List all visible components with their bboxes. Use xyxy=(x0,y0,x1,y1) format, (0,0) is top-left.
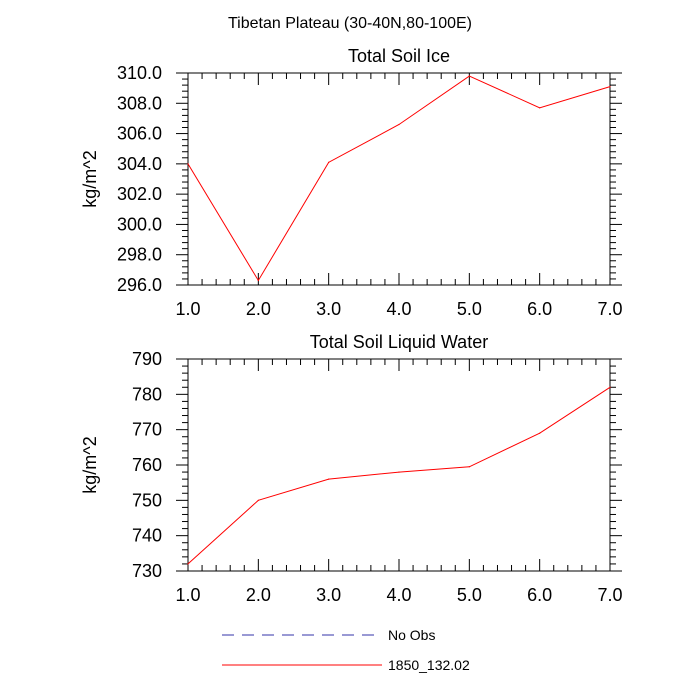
data-point xyxy=(328,161,330,163)
data-point xyxy=(398,123,400,126)
chart-title: Total Soil Liquid Water xyxy=(310,332,488,352)
y-tick-label: 298.0 xyxy=(117,245,162,265)
data-point xyxy=(257,279,259,282)
x-tick-label: 1.0 xyxy=(175,299,200,319)
data-point xyxy=(609,86,611,88)
data-point xyxy=(609,386,611,388)
x-tick-label: 2.0 xyxy=(246,585,271,605)
y-tick-label: 306.0 xyxy=(117,124,162,144)
series-line-1850-132-02 xyxy=(187,386,611,565)
y-tick-label: 302.0 xyxy=(117,184,162,204)
x-tick-label: 3.0 xyxy=(316,299,341,319)
x-tick-label: 6.0 xyxy=(527,585,552,605)
y-tick-label: 770 xyxy=(132,420,162,440)
plot-frame xyxy=(187,72,611,286)
panel-total-soil-liquid-water: Total Soil Liquid Water kg/m^2 1.0 2.0 3.0 4.… xyxy=(80,332,623,605)
figure-title: Tibetan Plateau (30-40N,80-100E) xyxy=(228,15,472,32)
data-point xyxy=(187,563,189,565)
chart-title: Total Soil Ice xyxy=(348,46,450,66)
data-point xyxy=(468,466,470,468)
y-tick-label: 780 xyxy=(132,384,162,404)
x-tick-label: 3.0 xyxy=(316,585,341,605)
data-point xyxy=(187,163,189,165)
x-tick-label: 6.0 xyxy=(527,299,552,319)
y-tick-label: 304.0 xyxy=(117,154,162,174)
x-tick-label: 1.0 xyxy=(175,585,200,605)
series-line-1850-132-02 xyxy=(187,75,611,282)
data-point xyxy=(468,75,470,77)
panel-total-soil-ice: Total Soil Ice kg/m^2 1.0 2.0 3.0 4.0 5.0 6.0 7.… xyxy=(80,46,623,319)
y-axis-label: kg/m^2 xyxy=(80,150,100,207)
data-point xyxy=(539,432,541,434)
data-point xyxy=(257,499,259,501)
y-tick-label: 740 xyxy=(132,526,162,546)
x-tick-label: 7.0 xyxy=(597,585,622,605)
y-tick-label: 730 xyxy=(132,561,162,581)
x-tick-label: 5.0 xyxy=(457,299,482,319)
y-tick-label: 790 xyxy=(132,349,162,369)
legend: No Obs 1850_132.02 xyxy=(222,627,470,673)
y-axis-label: kg/m^2 xyxy=(80,436,100,493)
x-tick-label: 4.0 xyxy=(386,585,411,605)
legend-label-1850-132-02: 1850_132.02 xyxy=(388,657,470,673)
y-tick-label: 300.0 xyxy=(117,214,162,234)
data-point xyxy=(539,107,541,109)
x-tick-label: 5.0 xyxy=(457,585,482,605)
x-tick-label: 7.0 xyxy=(597,299,622,319)
x-tick-label: 2.0 xyxy=(246,299,271,319)
plot-frame xyxy=(187,358,611,572)
y-tick-label: 760 xyxy=(132,455,162,475)
legend-label-no-obs: No Obs xyxy=(388,627,435,643)
data-point xyxy=(398,471,400,473)
y-tick-label: 296.0 xyxy=(117,275,162,295)
y-tick-label: 308.0 xyxy=(117,93,162,113)
y-tick-label: 750 xyxy=(132,490,162,510)
data-point xyxy=(328,478,330,480)
y-tick-label: 310.0 xyxy=(117,63,162,83)
x-tick-label: 4.0 xyxy=(386,299,411,319)
